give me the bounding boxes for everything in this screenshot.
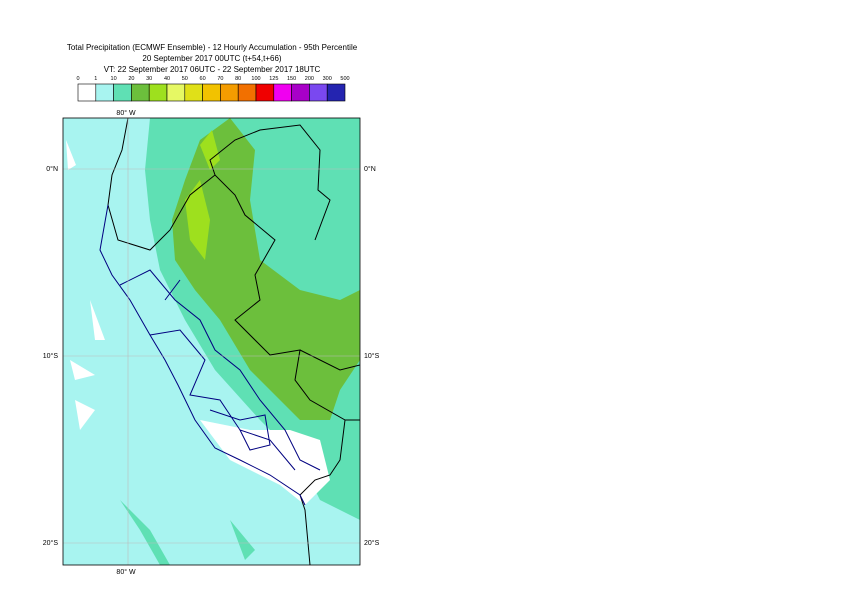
colorbar-label: 150 [287, 76, 296, 82]
coast-and-regions [99, 204, 321, 506]
colorbar-box [131, 83, 150, 102]
colorbar-label: 80 [235, 76, 241, 82]
colorbar-label: 70 [217, 76, 223, 82]
colorbar-box [77, 83, 97, 102]
lat-label: 20°S [43, 539, 59, 547]
dry-patches [66, 140, 105, 430]
lat-label: 20°S [364, 539, 380, 547]
lat-label: 10°S [43, 352, 59, 360]
colorbar-label: 10 [111, 76, 117, 82]
colorbar-label: 40 [164, 76, 170, 82]
colorbar-box [237, 83, 257, 102]
colorbar-box [309, 83, 328, 102]
lat-label: 0°N [364, 165, 376, 173]
colorbar-label: 0 [76, 76, 79, 82]
colorbar-label: 200 [305, 76, 314, 82]
colorbar-box [273, 83, 292, 102]
colorbar-label: 500 [340, 76, 349, 82]
lat-label: 0°N [46, 165, 58, 173]
colorbar-label: 125 [269, 76, 278, 82]
map-frame [62, 117, 361, 566]
colorbar-label: 100 [251, 76, 260, 82]
colorbar-box [202, 83, 221, 102]
lat-label: 10°S [364, 352, 380, 360]
lon-label: 80° W [116, 568, 136, 576]
colorbar-label: 1 [94, 76, 97, 82]
borders [107, 118, 360, 565]
cyan-area [63, 118, 315, 565]
colorbar-box [255, 83, 275, 102]
valid-time: VT: 22 September 2017 06UTC - 22 Septemb… [104, 65, 321, 74]
colorbar-box [220, 83, 239, 102]
dry-coast [200, 420, 330, 505]
title: Total Precipitation (ECMWF Ensemble) - 1… [67, 43, 358, 52]
colorbar-box [148, 83, 168, 102]
subtitle: 20 September 2017 00UTC (t+54,t+66) [142, 54, 282, 63]
moderate-patches [120, 500, 255, 565]
graticule [63, 118, 360, 565]
colorbar-label: 50 [182, 76, 188, 82]
colorbar-box [326, 83, 346, 102]
colorbar-box [184, 83, 203, 102]
colorbar-box [166, 83, 186, 102]
colorbar-box [95, 83, 114, 102]
colorbar-box [113, 83, 132, 102]
colorbar-label: 60 [200, 76, 206, 82]
colorbar-label: 30 [146, 76, 152, 82]
colorbar-label: 300 [323, 76, 332, 82]
heavy-area [172, 118, 360, 420]
colorbar-box [291, 83, 310, 102]
map [63, 118, 360, 565]
colorbar-label: 20 [128, 76, 134, 82]
colorbar: 0 1 10 20 30 40 50 60 70 80 100 125 150 200 300 500 [76, 76, 350, 102]
lon-label: 80° W [116, 109, 136, 117]
